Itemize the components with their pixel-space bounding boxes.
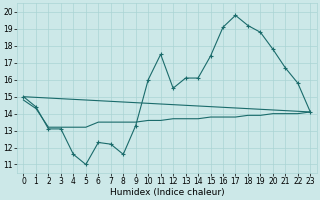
- X-axis label: Humidex (Indice chaleur): Humidex (Indice chaleur): [109, 188, 224, 197]
